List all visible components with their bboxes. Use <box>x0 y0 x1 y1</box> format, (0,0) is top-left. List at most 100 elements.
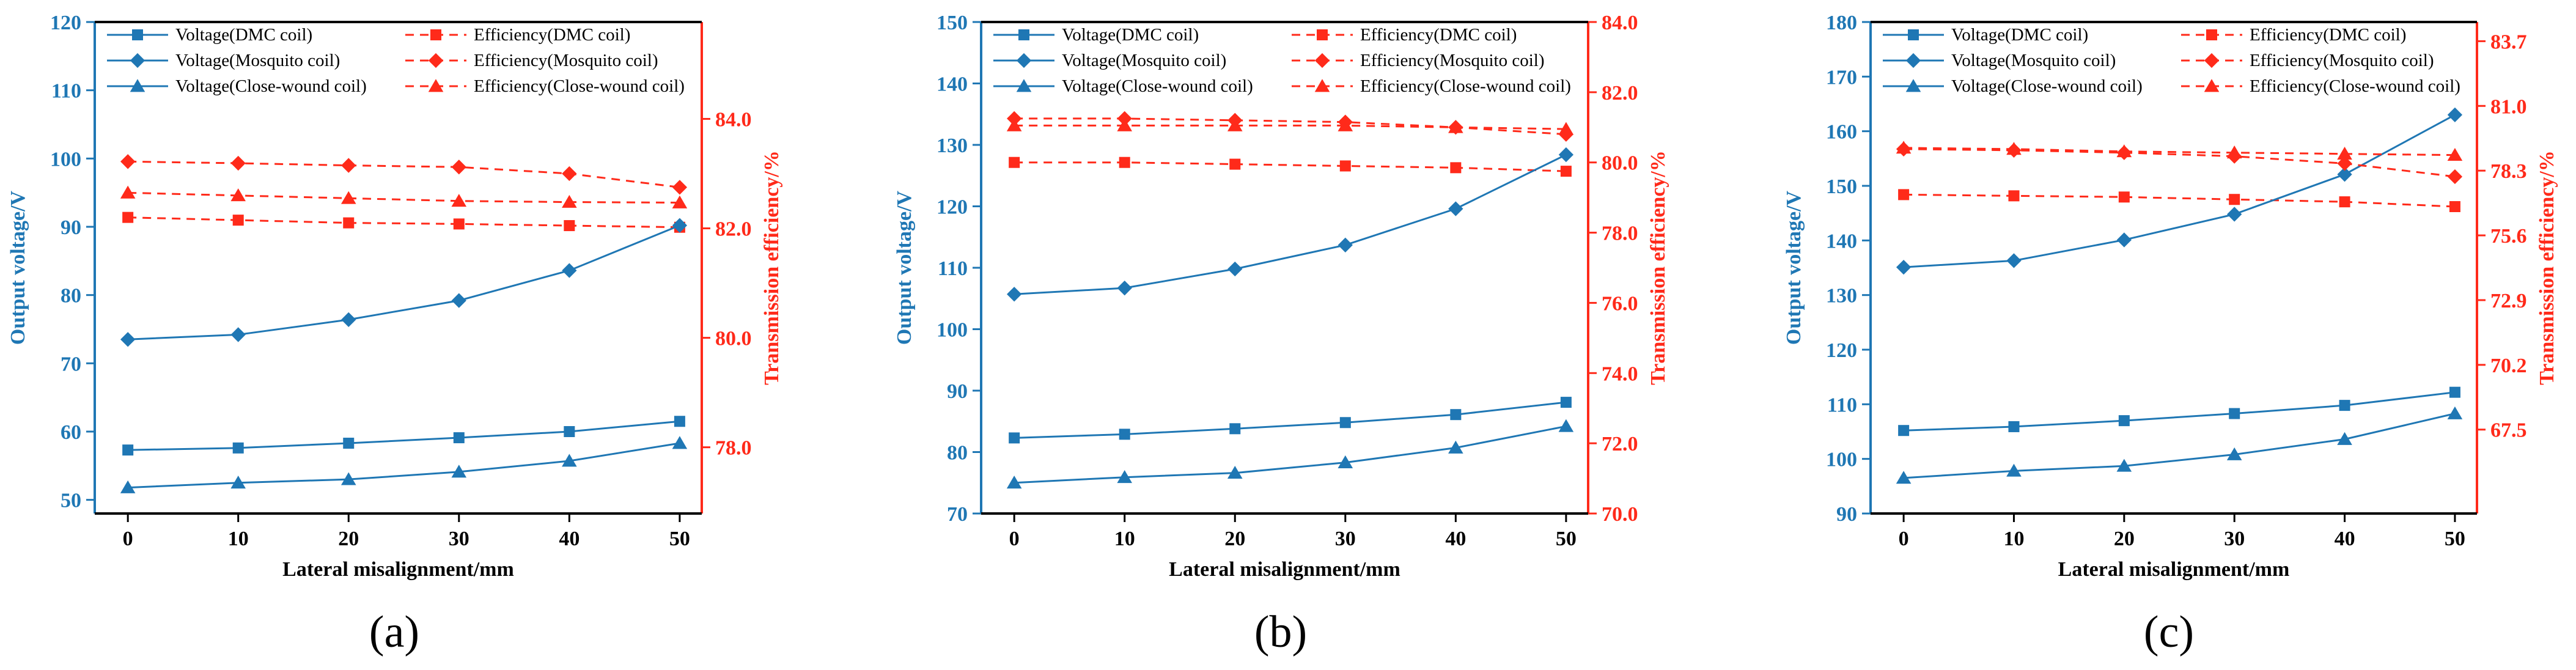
data-point <box>122 212 134 223</box>
right-y-tick-label: 81.0 <box>2490 95 2527 118</box>
legend-label: Efficiency(DMC coil) <box>2250 25 2406 45</box>
legend: Voltage(DMC coil) Efficiency(DMC coil) Vol… <box>1883 25 2460 96</box>
legend-label: Efficiency(Close-wound coil) <box>1360 76 1571 96</box>
data-point <box>2226 145 2242 159</box>
legend-label: Efficiency(DMC coil) <box>1360 25 1517 45</box>
legend: Voltage(DMC coil) Efficiency(DMC coil) Vol… <box>993 25 1571 96</box>
data-point <box>1117 118 1132 131</box>
data-point <box>672 436 688 449</box>
data-point <box>1119 156 1130 168</box>
data-point <box>1448 120 1463 133</box>
series-diamond-left <box>1007 147 1574 302</box>
legend-item: Efficiency(DMC coil) <box>2181 25 2406 45</box>
legend-item: Efficiency(DMC coil) <box>405 25 630 45</box>
data-point <box>2118 191 2130 203</box>
data-point <box>120 332 136 347</box>
data-point <box>562 263 577 278</box>
legend-marker <box>2204 53 2220 68</box>
right-y-tick-label: 70.0 <box>1602 503 1638 526</box>
left-axis-title: Output voltage/V <box>893 190 916 345</box>
left-y-tick-label: 100 <box>1826 449 1857 471</box>
series-square-left <box>1009 397 1572 444</box>
data-point <box>341 312 356 328</box>
legend-item: Voltage(DMC coil) <box>107 25 312 45</box>
right-y-tick-label: 80.0 <box>1602 152 1638 175</box>
right-y-tick-label: 80.0 <box>715 328 752 350</box>
x-tick-label: 50 <box>669 528 690 550</box>
data-point <box>2226 447 2242 460</box>
data-point <box>672 218 688 233</box>
data-point <box>1227 261 1243 277</box>
left-y-tick-label: 110 <box>51 80 81 103</box>
series-line <box>1904 147 2455 156</box>
data-point <box>120 154 136 169</box>
series-triangle-right <box>1896 141 2463 161</box>
x-axis-title: Lateral misalignment/mm <box>282 558 514 581</box>
left-y-tick-label: 50 <box>61 490 81 512</box>
data-point <box>230 155 246 171</box>
legend-marker <box>1016 53 1032 68</box>
x-tick-label: 20 <box>1224 528 1245 550</box>
series-line <box>128 191 680 204</box>
data-point <box>451 465 467 478</box>
data-point <box>2447 107 2463 123</box>
data-point <box>2006 253 2022 268</box>
left-y-tick-label: 70 <box>947 503 968 526</box>
legend-item: Voltage(Mosquito coil) <box>107 51 340 70</box>
legend-label: Voltage(Close-wound coil) <box>1951 76 2143 96</box>
legend-label: Voltage(DMC coil) <box>1062 25 1199 45</box>
panel-2: 0 10 20 30 40 50 70 80 90 100 110 120 130 140 150 70.0 7… <box>893 12 1669 657</box>
legend-label: Efficiency(Mosquito coil) <box>1360 51 1544 70</box>
legend-label: Efficiency(Close-wound coil) <box>2250 76 2460 96</box>
left-y-tick-label: 90 <box>947 380 968 403</box>
series-triangle-right <box>1006 118 1574 135</box>
data-point <box>1898 425 1910 436</box>
legend-label: Voltage(DMC coil) <box>1951 25 2088 45</box>
series-line <box>1904 114 2456 268</box>
left-y-tick-label: 120 <box>50 12 81 34</box>
data-point <box>341 158 356 173</box>
data-point <box>1560 397 1572 408</box>
right-y-tick-label: 82.0 <box>1602 82 1638 105</box>
data-point <box>232 442 244 454</box>
data-point <box>2229 408 2240 419</box>
data-point <box>230 188 246 202</box>
data-point <box>2116 144 2132 158</box>
data-point <box>1117 281 1132 296</box>
left-y-tick-label: 80 <box>947 442 968 465</box>
legend-marker <box>430 29 441 40</box>
right-y-tick-label: 78.3 <box>2490 160 2527 183</box>
left-y-tick-label: 150 <box>937 12 968 34</box>
data-point <box>672 180 688 195</box>
legend-item: Voltage(Mosquito coil) <box>993 51 1226 70</box>
data-point <box>562 194 577 208</box>
data-point <box>1007 287 1022 302</box>
data-point <box>120 185 136 199</box>
data-point <box>1009 432 1020 444</box>
series-triangle-right <box>120 185 688 208</box>
left-y-tick-label: 130 <box>937 134 968 157</box>
panel-3: 0 10 20 30 40 50 90 100 110 120 130 140 150 160 170 180… <box>1783 12 2558 657</box>
left-axis-title: Output voltage/V <box>7 190 29 345</box>
legend-marker <box>428 79 444 92</box>
data-point <box>1339 417 1351 429</box>
data-point <box>2337 156 2352 171</box>
legend-label: Voltage(Mosquito coil) <box>175 51 340 70</box>
left-y-tick-label: 140 <box>1826 230 1857 252</box>
series-line <box>128 420 680 451</box>
data-point <box>2229 194 2240 205</box>
data-point <box>1896 259 1912 275</box>
series-triangle-left <box>1006 419 1574 489</box>
data-point <box>451 194 467 207</box>
right-axis-title: Transmission efficiency/% <box>1647 150 1669 385</box>
legend-marker <box>1314 53 1330 68</box>
data-point <box>672 195 688 208</box>
data-point <box>2337 147 2352 160</box>
x-tick-label: 30 <box>449 528 469 550</box>
data-point <box>562 454 577 467</box>
left-y-tick-label: 80 <box>61 285 81 307</box>
panel-label: (c) <box>2144 607 2194 657</box>
data-point <box>120 480 136 493</box>
x-tick-label: 20 <box>338 528 359 550</box>
left-y-tick-label: 180 <box>1826 12 1857 34</box>
